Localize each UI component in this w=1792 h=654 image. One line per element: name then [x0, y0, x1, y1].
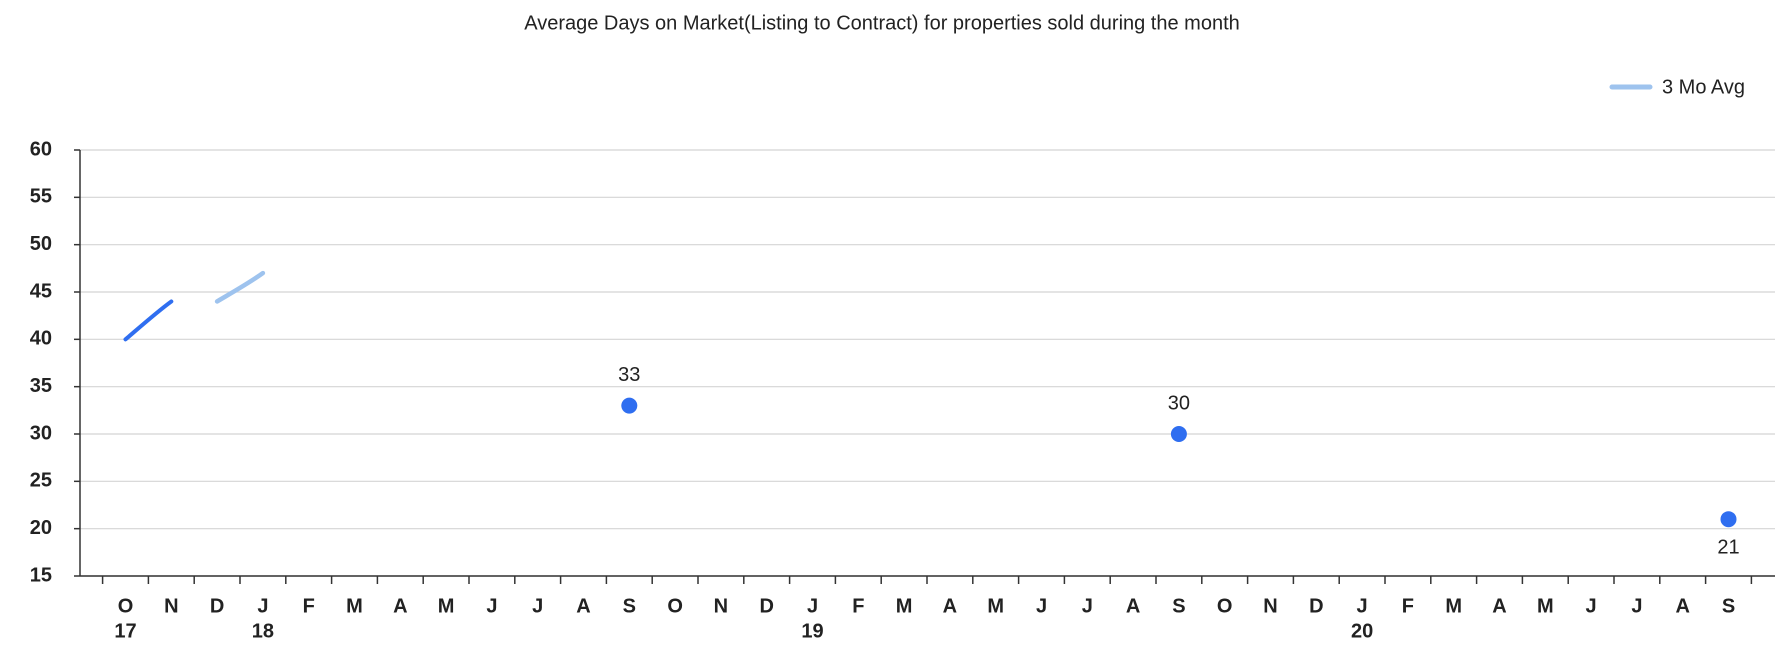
y-tick-label: 30: [30, 422, 52, 444]
x-tick-label: A: [943, 595, 957, 617]
x-tick-label: M: [1537, 595, 1554, 617]
x-tick-label: J: [532, 595, 543, 617]
year-label: 17: [114, 620, 136, 642]
x-tick-label: M: [346, 595, 363, 617]
series-line: [214, 270, 266, 304]
x-tick-label: O: [1217, 595, 1233, 617]
x-tick-label: N: [714, 595, 728, 617]
x-tick-label: O: [118, 595, 134, 617]
x-tick-label: J: [1082, 595, 1093, 617]
data-label: 21: [1717, 536, 1739, 558]
x-tick-label: S: [1722, 595, 1735, 617]
x-tick-label: M: [987, 595, 1004, 617]
x-tick-label: F: [303, 595, 315, 617]
x-tick-label: J: [486, 595, 497, 617]
y-tick-label: 15: [30, 564, 52, 586]
x-tick-label: J: [1631, 595, 1642, 617]
year-label: 20: [1351, 620, 1373, 642]
x-tick-label: A: [1492, 595, 1506, 617]
x-tick-label: M: [1445, 595, 1462, 617]
x-tick-label: S: [1172, 595, 1185, 617]
x-tick-label: F: [1402, 595, 1414, 617]
x-tick-label: A: [393, 595, 407, 617]
data-label: 30: [1168, 392, 1190, 414]
y-tick-label: 40: [30, 328, 52, 350]
x-tick-label: J: [807, 595, 818, 617]
x-tick-label: N: [1263, 595, 1277, 617]
chart-title: Average Days on Market(Listing to Contra…: [524, 12, 1240, 34]
point-marker: [1170, 426, 1187, 442]
y-tick-label: 20: [30, 517, 52, 539]
x-tick-label: O: [667, 595, 683, 617]
x-tick-label: J: [1357, 595, 1368, 617]
point-marker: [1720, 511, 1737, 528]
y-tick-label: 35: [30, 375, 52, 397]
series-line: [123, 299, 174, 342]
x-tick-label: A: [1126, 595, 1140, 617]
data-label: 33: [618, 364, 640, 386]
x-tick-label: N: [164, 595, 178, 617]
y-tick-label: 50: [30, 233, 52, 255]
x-tick-label: D: [210, 595, 224, 617]
x-tick-label: D: [759, 595, 773, 617]
x-tick-label: J: [1036, 595, 1047, 617]
x-tick-label: A: [576, 595, 590, 617]
x-tick-label: F: [852, 595, 864, 617]
x-tick-label: M: [438, 595, 455, 617]
legend-label: 3 Mo Avg: [1662, 76, 1745, 98]
x-tick-label: J: [1586, 595, 1597, 617]
year-label: 18: [252, 620, 274, 642]
x-tick-label: J: [257, 595, 268, 617]
y-tick-label: 45: [30, 280, 52, 302]
x-tick-label: A: [1675, 595, 1689, 617]
point-marker: [621, 397, 638, 414]
x-tick-label: M: [896, 595, 913, 617]
y-tick-label: 60: [30, 138, 52, 160]
x-tick-label: D: [1309, 595, 1323, 617]
x-tick-label: S: [623, 595, 636, 617]
y-tick-label: 25: [30, 470, 52, 492]
y-tick-label: 55: [30, 186, 52, 208]
year-label: 19: [801, 620, 823, 642]
